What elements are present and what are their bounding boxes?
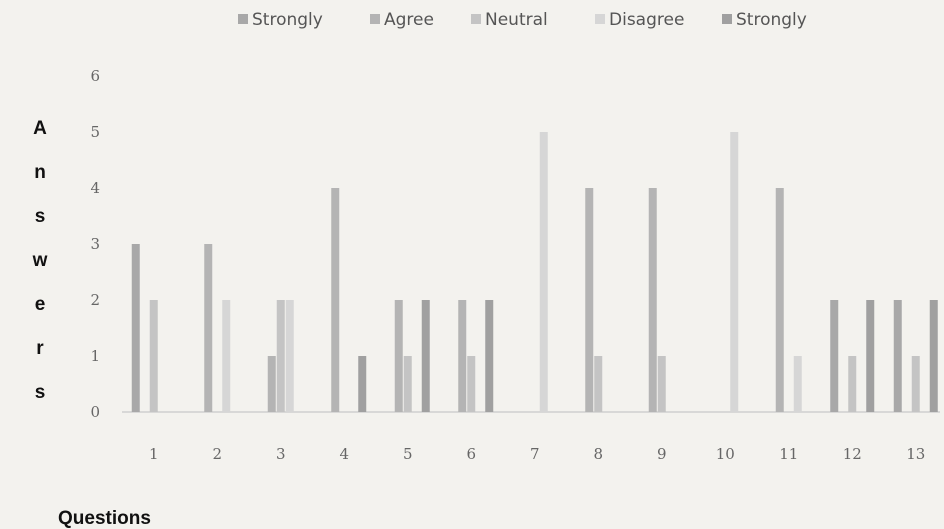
x-tick-label: 10 [716, 445, 735, 463]
bar [793, 356, 802, 412]
x-tick-label: 4 [339, 445, 349, 463]
bar [866, 300, 875, 412]
bar [276, 300, 285, 412]
bar [458, 300, 467, 412]
bar [222, 300, 231, 412]
y-axis-label-letter: r [36, 338, 44, 359]
x-tick-label: 6 [466, 445, 476, 463]
y-axis-label-letter: w [32, 250, 48, 271]
bar [149, 300, 158, 412]
x-tick-label: 7 [530, 445, 540, 463]
bar [394, 300, 403, 412]
x-tick-label: 9 [657, 445, 667, 463]
x-tick-label: 2 [212, 445, 222, 463]
bar [594, 356, 603, 412]
x-tick-label: 12 [843, 445, 862, 463]
y-tick-label: 1 [90, 347, 100, 365]
y-axis-label-letter: e [35, 294, 46, 315]
x-tick-label: 3 [276, 445, 286, 463]
y-tick-label: 3 [90, 235, 100, 253]
bar-series [131, 132, 938, 412]
bar [775, 188, 784, 412]
x-tick-label: 8 [593, 445, 603, 463]
legend-label: Agree [384, 10, 434, 30]
y-tick-label: 4 [90, 179, 100, 197]
legend-label: Neutral [485, 10, 548, 30]
bar [403, 356, 412, 412]
bar [331, 188, 340, 412]
legend-swatch [471, 14, 481, 24]
bar [929, 300, 938, 412]
bar [893, 300, 902, 412]
bar [285, 300, 294, 412]
y-axis-label-letter: s [35, 382, 46, 403]
bar [358, 356, 367, 412]
x-tick-label: 1 [149, 445, 159, 463]
bar [648, 188, 657, 412]
legend-label: Disagree [609, 10, 684, 30]
bar [485, 300, 494, 412]
y-tick-label: 2 [90, 291, 100, 309]
chart-legend: Strongly Agree Neutral Disagree Strongly [238, 10, 807, 30]
y-axis-label-letter: n [34, 162, 46, 183]
bar [730, 132, 739, 412]
legend-label: Strongly [736, 10, 807, 30]
x-tick-label: 13 [906, 445, 925, 463]
legend-label: Strongly [252, 10, 323, 30]
bar [848, 356, 857, 412]
x-tick-label: 5 [403, 445, 413, 463]
bar [131, 244, 140, 412]
bar [204, 244, 213, 412]
y-tick-label: 5 [90, 123, 100, 141]
y-tick-label: 0 [90, 403, 100, 421]
y-tick-label: 6 [90, 67, 100, 85]
y-axis-ticks: 0 1 2 3 4 5 6 [90, 67, 100, 421]
x-tick-label: 11 [779, 445, 798, 463]
x-axis-ticks: 1 2 3 4 5 6 7 8 9 10 11 12 13 [149, 445, 925, 463]
legend-swatch [595, 14, 605, 24]
bar [421, 300, 430, 412]
bar [585, 188, 594, 412]
y-axis-label: An s w e r s [32, 118, 48, 403]
legend-swatch [370, 14, 380, 24]
bar [267, 356, 276, 412]
bar [467, 356, 476, 412]
legend-swatch [722, 14, 732, 24]
y-axis-label-letter: A [33, 118, 47, 139]
legend-swatch [238, 14, 248, 24]
bar [830, 300, 839, 412]
bar [911, 356, 920, 412]
bar [657, 356, 666, 412]
x-axis-label: Questions [58, 508, 151, 529]
bar [539, 132, 548, 412]
y-axis-label-letter: s [35, 206, 46, 227]
